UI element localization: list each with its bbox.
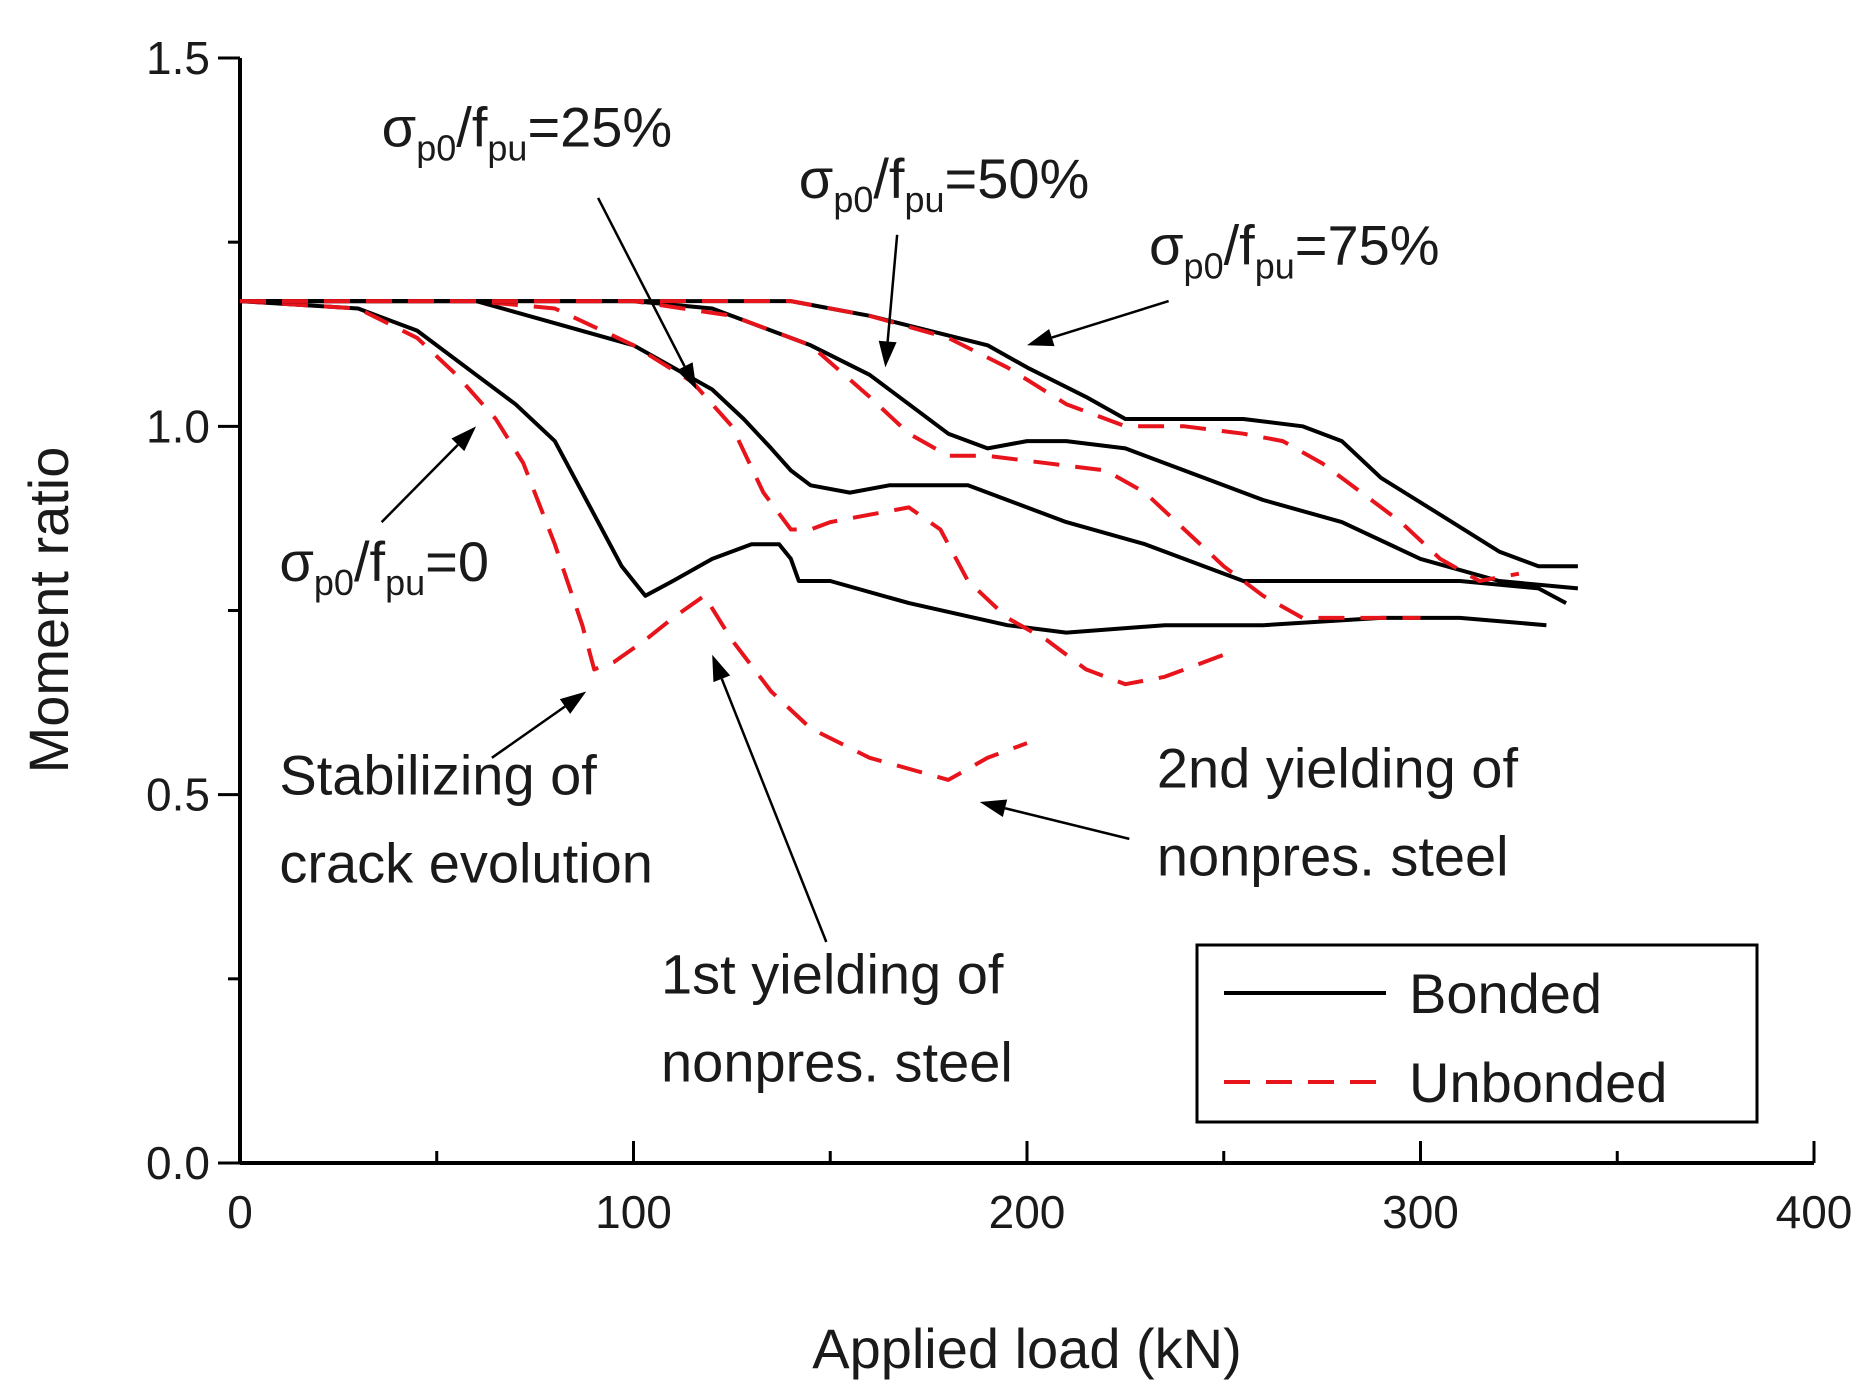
series-layer — [239, 299, 1579, 782]
annotation-arrows — [380, 197, 1170, 943]
annotation-arrow-head — [559, 691, 587, 714]
ticks: 0 100 200 300 400 0.0 0.5 1.0 1.5 — [146, 32, 1852, 1238]
series-line-unbonded — [240, 299, 1225, 687]
curve-labels: σp0/fpu=25% σp0/fpu=50% σp0/fpu=75% σp0/fpu… — [279, 95, 1439, 603]
legend-bonded-label: Bonded — [1409, 962, 1602, 1025]
legend-box — [1195, 943, 1759, 1124]
annotation-arrow-line — [720, 678, 828, 943]
annotation-arrow-head — [979, 799, 1008, 817]
annotation-arrow-line — [1051, 299, 1170, 339]
y-tick-label: 1.0 — [146, 400, 210, 452]
annotation-arrow-head — [878, 340, 897, 368]
annotation-arrow-line — [596, 197, 686, 367]
curve-label: σp0/fpu=50% — [799, 147, 1090, 220]
annotation-text: 1st yielding of nonpres. steel — [661, 943, 1013, 1094]
x-tick-label: 400 — [1776, 1186, 1853, 1238]
annotation-arrow-line — [1004, 807, 1130, 841]
legend: Bonded Unbonded — [1195, 943, 1759, 1124]
y-axis-title: Moment ratio — [17, 447, 80, 774]
annotation-arrow-line — [491, 705, 566, 759]
annotation-arrow-head — [1027, 328, 1055, 347]
x-tick-label: 300 — [1382, 1186, 1459, 1238]
x-axis-title: Applied load (kN) — [812, 1317, 1242, 1380]
annotation-text: Stabilizing of crack evolution — [279, 744, 653, 895]
annotation-arrow-line — [380, 443, 459, 523]
x-tick-label: 0 — [227, 1186, 253, 1238]
legend-unbonded-label: Unbonded — [1409, 1051, 1667, 1114]
y-tick-label: 0.5 — [146, 769, 210, 821]
annotation-text: 2nd yielding of nonpres. steel — [1157, 736, 1519, 887]
annotation-arrow-head — [676, 362, 697, 390]
annotation-arrow-head — [451, 426, 477, 452]
series-line-bonded — [240, 299, 1579, 591]
curve-label: σp0/fpu=25% — [382, 95, 673, 168]
series-line-bonded — [239, 299, 1547, 635]
annotation-arrow-line — [886, 234, 899, 342]
y-tick-label: 1.5 — [146, 32, 210, 84]
y-tick-label: 0.0 — [146, 1137, 210, 1189]
series-line-unbonded — [239, 299, 1028, 782]
curve-label: σp0/fpu=75% — [1149, 213, 1440, 286]
x-tick-label: 100 — [595, 1186, 672, 1238]
series-line-bonded — [240, 299, 1578, 569]
series-line-unbonded — [240, 299, 1421, 620]
curve-label: σp0/fpu=0 — [279, 530, 489, 603]
annotation-arrow-head — [712, 654, 731, 683]
x-tick-label: 200 — [989, 1186, 1066, 1238]
series-line-unbonded — [240, 299, 1520, 583]
